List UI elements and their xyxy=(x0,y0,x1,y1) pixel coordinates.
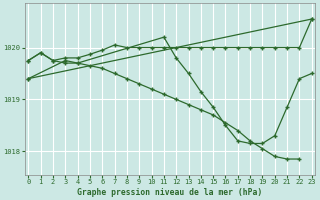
X-axis label: Graphe pression niveau de la mer (hPa): Graphe pression niveau de la mer (hPa) xyxy=(77,188,263,197)
